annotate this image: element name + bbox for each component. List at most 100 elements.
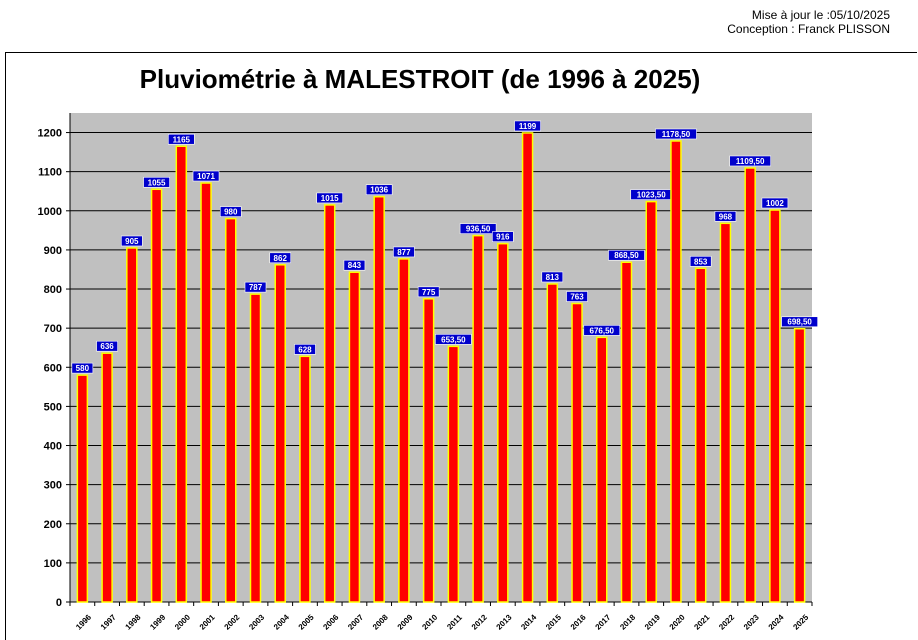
x-tick-label: 2000 [173,612,192,631]
x-tick-label: 1999 [148,612,167,631]
bar-2021 [694,267,707,603]
data-label: 968 [719,212,733,221]
x-tick-label: 2023 [742,612,761,631]
data-label-box [316,192,344,204]
y-tick-label: 700 [44,323,62,335]
x-tick-label: 2004 [272,612,291,631]
data-label-box [71,362,94,374]
bar-1999 [150,188,163,603]
x-tick-label: 2007 [346,612,365,631]
data-label-box [608,249,645,261]
x-tick-label: 1996 [74,612,93,631]
data-label-box [219,206,242,217]
data-label: 1015 [321,194,339,203]
x-tick-label: 2001 [198,612,217,631]
data-label-box [365,184,393,196]
data-label-box [459,223,497,234]
data-label: 636 [100,342,114,351]
bar-2003 [249,293,262,603]
author-credit: Conception : Franck PLISSON [727,22,890,36]
bar-2005 [299,355,311,603]
bar-1998 [126,247,138,603]
bar-2000 [175,145,188,603]
data-label: 763 [570,293,584,302]
data-label-box [435,334,472,345]
x-tick-label: 2013 [495,612,514,631]
data-label: 980 [224,208,238,217]
data-label: 698,50 [787,318,812,327]
data-label: 853 [694,257,708,266]
bar-2012 [472,234,484,603]
bar-2015 [546,283,559,603]
y-tick-label: 1200 [38,128,62,140]
data-label-box [781,316,818,328]
data-label: 1002 [766,199,784,208]
data-label: 1165 [173,135,191,144]
x-tick-label: 2017 [594,612,613,631]
data-label: 1036 [370,186,388,195]
data-label: 653,50 [441,335,466,344]
x-tick-label: 1998 [124,612,143,631]
bar-2019 [645,200,657,603]
data-label: 580 [76,364,90,373]
bar-2008 [373,195,385,603]
x-tick-label: 2005 [297,612,316,631]
data-label: 877 [397,248,411,257]
x-tick-label: 2018 [618,612,637,631]
chart-title: Pluviométrie à MALESTROIT (de 1996 à 202… [139,64,701,94]
data-label-box [269,252,292,264]
data-label: 1109,50 [736,157,765,166]
x-tick-label: 2010 [420,612,439,631]
data-label-box [566,291,588,302]
data-label-box [689,256,712,267]
x-tick-label: 2003 [247,612,266,631]
x-tick-label: 2016 [569,612,588,631]
data-label: 628 [298,345,312,354]
x-tick-label: 2008 [371,612,390,631]
bar-2023 [744,167,756,603]
data-label: 843 [348,261,362,270]
data-label-box [655,128,697,140]
data-label-box [417,286,440,298]
data-label: 916 [496,233,510,242]
x-tick-label: 2019 [643,612,662,631]
x-tick-label: 2025 [791,612,810,631]
x-tick-label: 2022 [717,612,736,631]
data-label: 862 [274,254,288,263]
data-label-box [121,235,143,247]
y-tick-label: 600 [44,362,62,374]
x-tick-label: 2020 [668,612,687,631]
data-label-box [343,259,366,271]
data-label: 1055 [148,178,166,187]
bar-2022 [719,222,732,603]
x-tick-label: 2012 [470,612,489,631]
bar-2017 [596,336,608,603]
bar-2018 [620,261,633,603]
data-label: 905 [125,237,139,246]
y-tick-label: 0 [56,597,62,609]
y-tick-label: 100 [44,558,62,570]
bar-2013 [497,242,509,603]
bar-2006 [323,204,336,603]
y-tick-label: 800 [44,284,62,296]
data-label-box [714,211,737,222]
data-label: 1178,50 [662,130,691,139]
data-label-box [729,155,771,167]
data-label-box [96,340,118,352]
bar-2004 [274,264,286,603]
bar-2001 [200,182,212,603]
y-tick-label: 200 [44,519,62,531]
x-tick-label: 2009 [396,612,415,631]
bar-1997 [101,352,113,603]
data-label-box [541,271,564,283]
bar-2024 [769,209,781,603]
x-tick-label: 1997 [99,612,118,631]
bar-2025 [793,327,806,603]
data-label: 676,50 [590,326,615,335]
data-label-box [168,133,195,145]
x-tick-label: 2002 [223,612,242,631]
y-tick-label: 500 [44,401,62,413]
data-label: 775 [422,288,436,297]
data-label: 936,50 [466,225,491,234]
bar-2002 [225,217,237,603]
